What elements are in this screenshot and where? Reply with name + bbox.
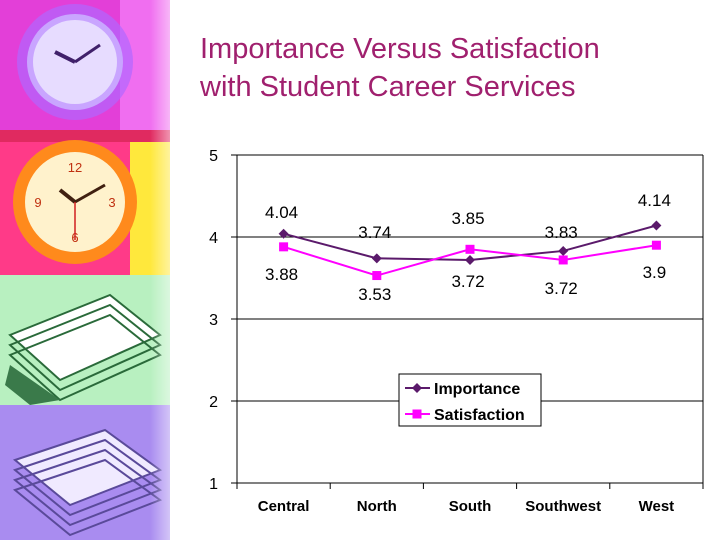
slide-title-line-2: with Student Career Services (200, 71, 576, 103)
data-label-importance-4: 4.14 (638, 191, 671, 210)
svg-text:9: 9 (34, 195, 41, 210)
strip-fade (150, 0, 190, 540)
x-tick-label-southwest: Southwest (525, 498, 601, 515)
data-label-importance-2: 3.85 (451, 209, 484, 228)
point-satisfaction-4 (651, 240, 661, 250)
y-tick-label-3: 3 (209, 312, 218, 329)
data-label-satisfaction-3: 3.72 (545, 279, 578, 298)
data-label-satisfaction-2: 3.72 (451, 272, 484, 291)
legend-box (398, 373, 542, 427)
point-importance-1 (371, 253, 382, 264)
legend-label-satisfaction: Satisfaction (434, 407, 525, 424)
green-paper-stack-icon (0, 275, 170, 405)
legend-marker-importance (412, 383, 422, 393)
data-label-satisfaction-4: 3.9 (643, 263, 667, 282)
svg-text:12: 12 (68, 160, 82, 175)
data-label-importance-0: 4.04 (265, 203, 298, 222)
y-tick-label-1: 1 (209, 476, 218, 493)
y-tick-label-4: 4 (209, 230, 218, 247)
data-label-importance-3: 3.83 (545, 223, 578, 242)
data-label-satisfaction-0: 3.88 (265, 265, 298, 284)
data-label-importance-1: 3.74 (358, 223, 391, 242)
point-importance-3 (558, 245, 569, 256)
x-tick-label-central: Central (258, 498, 310, 515)
data-label-satisfaction-1: 3.53 (358, 285, 391, 304)
x-tick-label-north: North (357, 498, 397, 515)
slide-title: Importance Versus Satisfaction with Stud… (200, 30, 700, 106)
svg-text:3: 3 (108, 195, 115, 210)
legend-label-importance: Importance (434, 381, 520, 398)
legend-marker-satisfaction (412, 409, 422, 419)
point-importance-4 (651, 220, 662, 231)
point-satisfaction-1 (372, 271, 382, 281)
green-papers-photo (0, 275, 170, 405)
y-tick-label-5: 5 (209, 148, 218, 165)
point-importance-2 (465, 254, 475, 265)
y-tick-label-2: 2 (209, 394, 218, 411)
x-tick-label-west: West (639, 498, 675, 515)
point-importance-0 (278, 228, 289, 239)
x-tick-label-south: South (449, 498, 492, 515)
point-satisfaction-3 (558, 255, 568, 265)
purple-clock-icon (0, 0, 170, 130)
purple-clock-photo (0, 0, 170, 130)
slide-title-line-1: Importance Versus Satisfaction (200, 33, 600, 65)
decorative-photo-strip: 12 3 6 9 (0, 0, 190, 540)
point-satisfaction-0 (279, 242, 289, 252)
point-satisfaction-2 (465, 244, 475, 254)
